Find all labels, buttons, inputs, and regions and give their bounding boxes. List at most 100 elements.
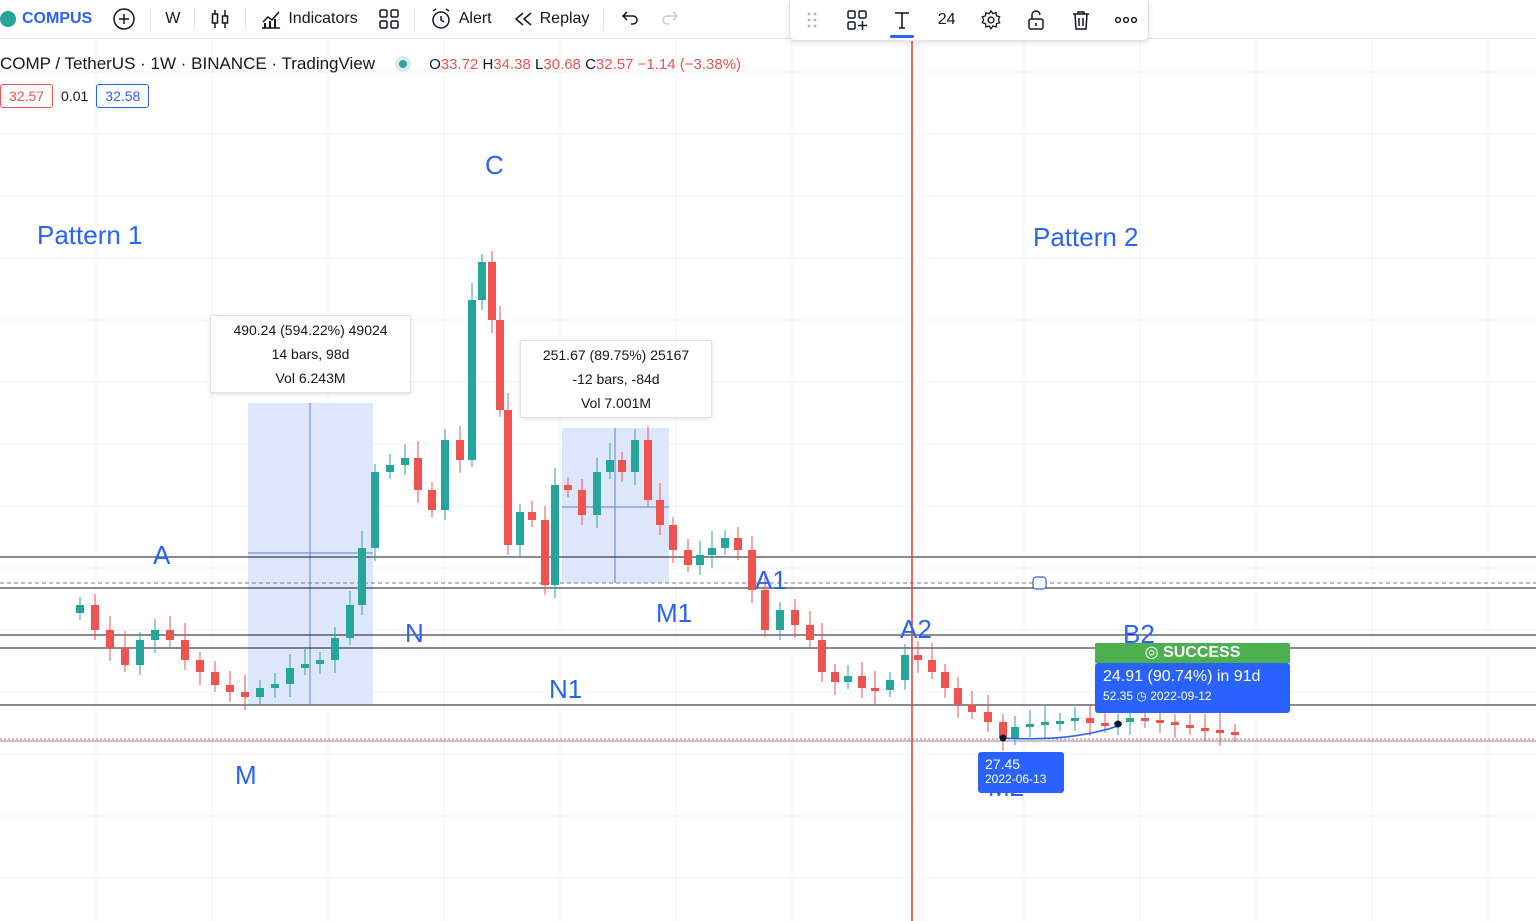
candle-down — [1186, 725, 1194, 728]
candle-down — [196, 660, 204, 672]
sell-price-button[interactable]: 32.57 — [0, 84, 54, 108]
redo-button[interactable] — [650, 0, 692, 38]
more-button[interactable] — [1108, 4, 1144, 36]
measure-1-volume: Vol 6.243M — [275, 370, 346, 386]
candle-up — [708, 548, 716, 555]
candle-down — [564, 485, 572, 490]
candle-up — [271, 684, 279, 688]
templates-button[interactable] — [839, 4, 875, 36]
candle-down — [414, 458, 422, 490]
symbol-legend[interactable]: COMP / TetherUS · 1W · BINANCE · Trading… — [0, 54, 741, 74]
close-value: 32.57 — [595, 55, 634, 73]
undo-button[interactable] — [608, 0, 650, 38]
candle-up — [1071, 718, 1079, 721]
buy-price-button[interactable]: 32.58 — [96, 84, 150, 108]
chart-type-button[interactable] — [199, 0, 241, 38]
candle-down — [211, 672, 219, 685]
candle-down — [1201, 728, 1209, 731]
candle-up — [1026, 724, 1034, 727]
wave-label-m[interactable]: M — [235, 760, 257, 790]
candle-up — [901, 655, 909, 680]
candle-up — [1056, 721, 1064, 724]
candle-down — [1156, 720, 1164, 723]
candle-up — [1126, 718, 1134, 722]
candle-up — [631, 440, 639, 472]
wave-label-a2[interactable]: A2 — [900, 614, 932, 644]
candle-down — [106, 630, 114, 648]
candles-icon — [212, 10, 229, 28]
candle-up — [151, 630, 159, 640]
alert-label: Alert — [458, 10, 492, 27]
candle-down — [968, 705, 976, 712]
candle-down — [121, 648, 129, 665]
font-size-button[interactable]: 24 — [929, 4, 965, 36]
alarm-clock-icon — [431, 8, 450, 29]
replay-label: Replay — [539, 10, 590, 27]
low-point-date: 2022-06-13 — [985, 772, 1047, 786]
wave-label-n1[interactable]: N1 — [549, 674, 583, 704]
interval-button[interactable]: W — [155, 0, 190, 38]
wave-label-c[interactable]: C — [485, 150, 504, 180]
replay-button[interactable]: Replay — [502, 0, 600, 38]
unlock-icon — [1028, 10, 1044, 30]
candle-up — [844, 676, 852, 682]
high-label: H — [482, 55, 494, 73]
candle-up — [136, 640, 144, 665]
delete-button[interactable] — [1063, 4, 1099, 36]
candle-down — [684, 550, 692, 565]
candle-down — [644, 440, 652, 500]
forecast-curve — [1002, 725, 1119, 740]
forecast-result-box[interactable]: 24.91 (90.74%) in 91d 52.35 ◷ 2022-09-12 — [1095, 663, 1290, 713]
templates-button[interactable] — [368, 0, 410, 38]
chart-annotations — [911, 40, 1122, 921]
candle-down — [669, 525, 677, 550]
measure-2-bars: -12 bars, -84d — [572, 371, 660, 387]
candle-down — [1141, 718, 1149, 721]
indicators-button[interactable]: Indicators — [250, 0, 367, 38]
drag-handle[interactable] — [794, 4, 830, 36]
candle-up — [441, 440, 449, 510]
alert-button[interactable]: Alert — [419, 0, 502, 38]
low-label: L — [535, 55, 544, 73]
pattern-2-label[interactable]: Pattern 2 — [1033, 222, 1139, 252]
high-value: 34.38 — [493, 55, 531, 73]
candle-down — [456, 440, 464, 460]
bid-ask-panel: 32.57 0.01 32.58 — [0, 84, 150, 108]
candle-down — [428, 490, 436, 510]
candle-down — [496, 320, 504, 410]
settings-button[interactable] — [973, 4, 1009, 36]
candle-up — [516, 512, 524, 545]
font-size-value: 24 — [937, 11, 956, 28]
candle-up — [721, 538, 729, 548]
candle-up — [401, 458, 409, 465]
toolbar-divider — [150, 8, 152, 30]
candle-down — [1171, 722, 1179, 725]
wave-label-a[interactable]: A — [153, 540, 171, 570]
forecast-end-point — [1114, 720, 1122, 728]
symbol-logo-icon — [0, 11, 16, 27]
spread-value: 0.01 — [61, 88, 89, 104]
candle-up — [331, 638, 339, 660]
wave-label-n[interactable]: N — [405, 618, 424, 648]
symbol-button[interactable]: COMPUS — [0, 0, 102, 38]
pattern-1-label[interactable]: Pattern 1 — [37, 220, 143, 250]
candle-up — [371, 472, 379, 548]
text-color-button[interactable] — [884, 4, 920, 38]
candle-down — [241, 692, 249, 697]
text-icon — [894, 12, 909, 29]
ohlc-values: O33.72 H34.38 L30.68 C32.57 −1.14 (−3.38… — [429, 56, 741, 73]
low-point-marker[interactable]: 27.45 2022-06-13 — [978, 752, 1064, 793]
lock-button[interactable] — [1018, 4, 1054, 36]
wave-label-m1[interactable]: M1 — [656, 598, 693, 628]
compare-button[interactable] — [102, 0, 146, 38]
wave-label-a1[interactable]: A1 — [755, 565, 787, 595]
redo-icon — [662, 11, 679, 25]
more-dots-icon — [1114, 16, 1137, 24]
candle-down — [761, 590, 769, 630]
candle-down — [748, 550, 756, 590]
candle-up — [593, 472, 601, 515]
close-label: C — [585, 55, 596, 73]
candle-down — [858, 676, 866, 688]
add-template-icon — [847, 10, 868, 30]
